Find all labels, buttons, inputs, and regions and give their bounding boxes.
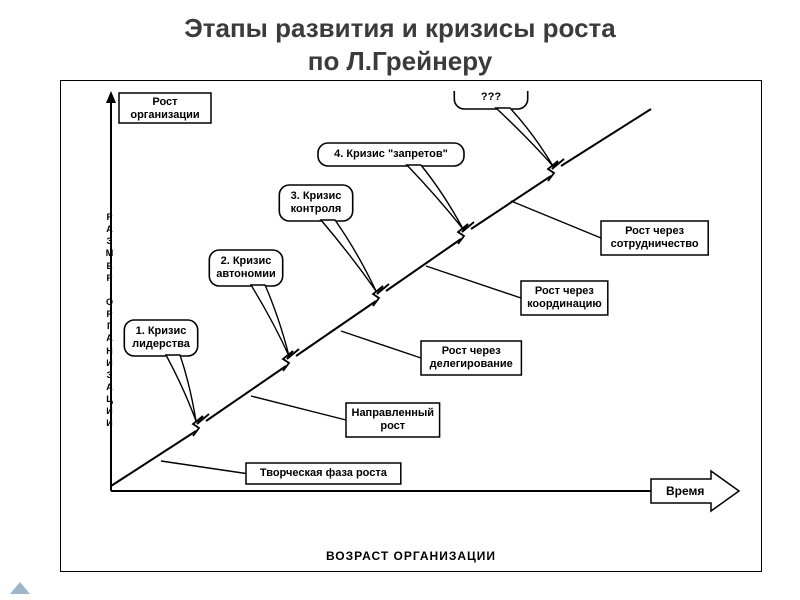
svg-text:организации: организации xyxy=(130,109,199,121)
svg-text:Рост через: Рост через xyxy=(625,225,685,237)
svg-text:Рост через: Рост через xyxy=(442,345,502,357)
slide-marker-icon xyxy=(10,582,30,594)
svg-text:делегирование: делегирование xyxy=(430,358,513,370)
title-line-2: по Л.Грейнеру xyxy=(0,45,800,78)
svg-text:Рост: Рост xyxy=(152,96,178,108)
chart-frame: РАЗМЕР ОРГАНИЗАЦИИ ВремяРосторганизации1… xyxy=(60,80,762,572)
svg-text:Творческая фаза роста: Творческая фаза роста xyxy=(260,467,388,479)
svg-text:рост: рост xyxy=(380,420,405,432)
svg-text:1. Кризис: 1. Кризис xyxy=(136,325,187,337)
svg-text:автономии: автономии xyxy=(216,268,276,280)
svg-text:Направленный: Направленный xyxy=(352,407,435,419)
svg-text:???: ??? xyxy=(481,91,501,103)
plot-area: Время Росторганизации 1. Кризислидерства 2.… xyxy=(91,91,741,521)
svg-text:4. Кризис "запретов": 4. Кризис "запретов" xyxy=(334,148,448,160)
svg-text:сотрудничество: сотрудничество xyxy=(611,238,699,250)
svg-text:2. Кризис: 2. Кризис xyxy=(221,255,272,267)
svg-text:координацию: координацию xyxy=(527,298,602,310)
svg-text:лидерства: лидерства xyxy=(132,338,191,350)
svg-text:Рост через: Рост через xyxy=(535,285,595,297)
page-title: Этапы развития и кризисы роста по Л.Грей… xyxy=(0,0,800,77)
diagram-svg: Время Росторганизации 1. Кризислидерства 2.… xyxy=(91,91,741,521)
svg-text:3. Кризис: 3. Кризис xyxy=(291,190,342,202)
title-line-1: Этапы развития и кризисы роста xyxy=(0,12,800,45)
svg-text:контроля: контроля xyxy=(291,203,342,215)
svg-text:Время: Время xyxy=(666,484,704,498)
x-axis-label: ВОЗРАСТ ОРГАНИЗАЦИИ xyxy=(61,549,761,563)
